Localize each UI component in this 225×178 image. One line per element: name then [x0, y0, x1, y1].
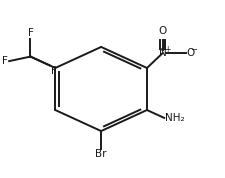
- Text: F: F: [50, 66, 56, 76]
- Text: −: −: [189, 45, 196, 54]
- Text: O: O: [158, 26, 166, 36]
- Text: NH₂: NH₂: [164, 113, 184, 123]
- Text: F: F: [27, 28, 33, 38]
- Text: +: +: [164, 45, 170, 54]
- Text: O: O: [186, 48, 194, 58]
- Text: F: F: [2, 56, 8, 66]
- Text: N: N: [158, 48, 166, 58]
- Text: Br: Br: [95, 150, 106, 159]
